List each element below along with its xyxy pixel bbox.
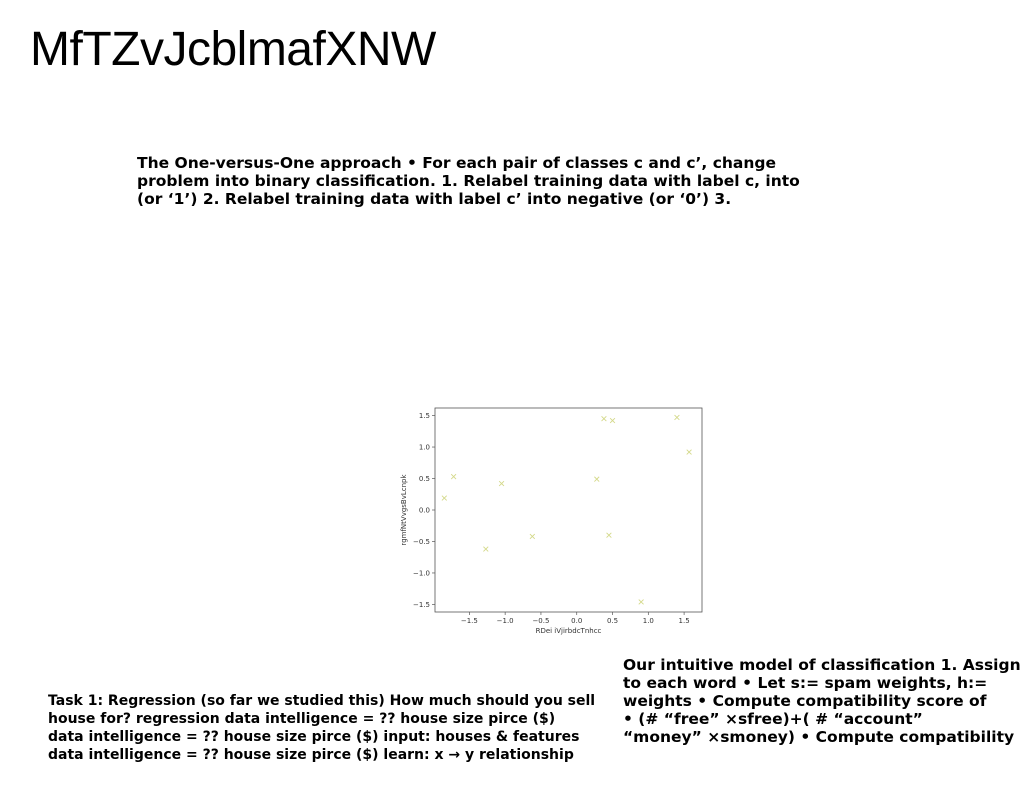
x-tick-label: 0.5 <box>607 617 618 625</box>
paragraph-one-vs-one: The One-versus-One approach • For each p… <box>137 154 800 208</box>
scatter-point <box>594 476 600 482</box>
scatter-point <box>609 417 616 424</box>
scatter-point-stroke <box>441 495 448 501</box>
scatter-point-stroke <box>529 533 536 540</box>
x-tick-label: 1.5 <box>679 617 690 625</box>
scatter-point <box>686 449 692 455</box>
y-tick-label: 1.0 <box>419 444 430 452</box>
scatter-point <box>441 495 448 501</box>
scatter-point <box>638 599 644 605</box>
scatter-point <box>529 533 536 540</box>
scatter-point-stroke <box>594 476 600 482</box>
y-tick-label: 0.5 <box>419 475 430 483</box>
y-tick-label: −0.5 <box>413 538 430 546</box>
y-tick-label: −1.5 <box>413 601 430 609</box>
plot-area-frame <box>434 407 703 613</box>
x-tick-label: −0.5 <box>532 617 549 625</box>
scatter-point-stroke <box>450 473 457 480</box>
scatter-point <box>498 480 505 487</box>
x-tick-label: −1.5 <box>461 617 478 625</box>
scatter-point <box>606 532 612 538</box>
scatter-chart-svg: −1.5 −1.0 −0.5 0.0 0.5 1.0 1.5 −1.5 −1.0 −0.5 0.0… <box>400 407 703 635</box>
paragraph-classification-model: Our intuitive model of classification 1.… <box>623 656 1021 746</box>
scatter-point-stroke <box>498 480 505 487</box>
x-tick-label: 0.0 <box>571 617 582 625</box>
scatter-point-stroke <box>638 599 644 605</box>
y-tick-label: 0.0 <box>419 507 430 515</box>
y-axis: −1.5 −1.0 −0.5 0.0 0.5 1.0 1.5 <box>413 412 435 609</box>
scatter-point <box>450 473 457 480</box>
scatter-point-stroke <box>609 417 616 424</box>
scatter-point-stroke <box>483 546 489 552</box>
x-tick-label: 1.0 <box>643 617 654 625</box>
x-tick-label: −1.0 <box>497 617 514 625</box>
scatter-chart: −1.5 −1.0 −0.5 0.0 0.5 1.0 1.5 −1.5 −1.0 −0.5 0.0… <box>390 400 710 642</box>
y-axis-label: rgmfNtVvgsBvLcnpk <box>400 474 408 546</box>
scatter-point-stroke <box>686 449 692 455</box>
y-tick-label: 1.5 <box>419 412 430 420</box>
x-axis: −1.5 −1.0 −0.5 0.0 0.5 1.0 1.5 <box>461 612 690 625</box>
scatter-point-stroke <box>674 414 680 421</box>
scatter-point <box>601 415 607 422</box>
scatter-points <box>441 414 692 605</box>
paragraph-regression-task: Task 1: Regression (so far we studied th… <box>48 693 596 763</box>
page-title: MfTZvJcblmafXNW <box>30 23 436 76</box>
scatter-point <box>674 414 680 421</box>
scatter-point <box>483 546 489 552</box>
y-tick-label: −1.0 <box>413 569 430 577</box>
x-axis-label: RDei iVjirbdcTnhcc <box>536 627 602 635</box>
scatter-point-stroke <box>606 532 612 538</box>
scatter-point-stroke <box>601 415 607 422</box>
